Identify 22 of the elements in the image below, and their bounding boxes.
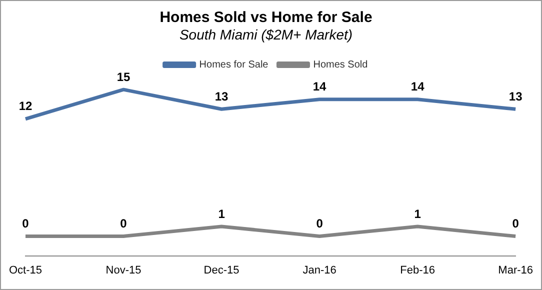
data-label: 14 <box>410 80 425 94</box>
chart-title: Homes Sold vs Home for Sale <box>160 9 372 26</box>
data-label: 0 <box>120 216 128 231</box>
data-label: 0 <box>316 216 324 231</box>
x-tick-label: Oct-15 <box>9 264 42 276</box>
x-tick-label: Mar-16 <box>498 264 533 276</box>
legend-label: Homes Sold <box>313 60 368 71</box>
chart-subtitle: South Miami ($2M+ Market) <box>179 26 353 42</box>
x-tick-label: Nov-15 <box>106 264 142 276</box>
legend-label: Homes for Sale <box>199 60 269 71</box>
data-label: 12 <box>18 99 32 114</box>
x-tick-label: Jan-16 <box>302 264 336 276</box>
data-label: 14 <box>312 80 327 94</box>
data-label: 1 <box>218 206 226 221</box>
data-label: 13 <box>214 89 229 104</box>
data-label: 15 <box>116 70 131 84</box>
x-tick-label: Dec-15 <box>204 264 240 276</box>
data-label: 13 <box>508 89 523 104</box>
data-label: 1 <box>414 206 422 221</box>
data-label: 0 <box>512 216 520 231</box>
data-label: 0 <box>22 216 30 231</box>
x-tick-label: Feb-16 <box>400 264 435 276</box>
